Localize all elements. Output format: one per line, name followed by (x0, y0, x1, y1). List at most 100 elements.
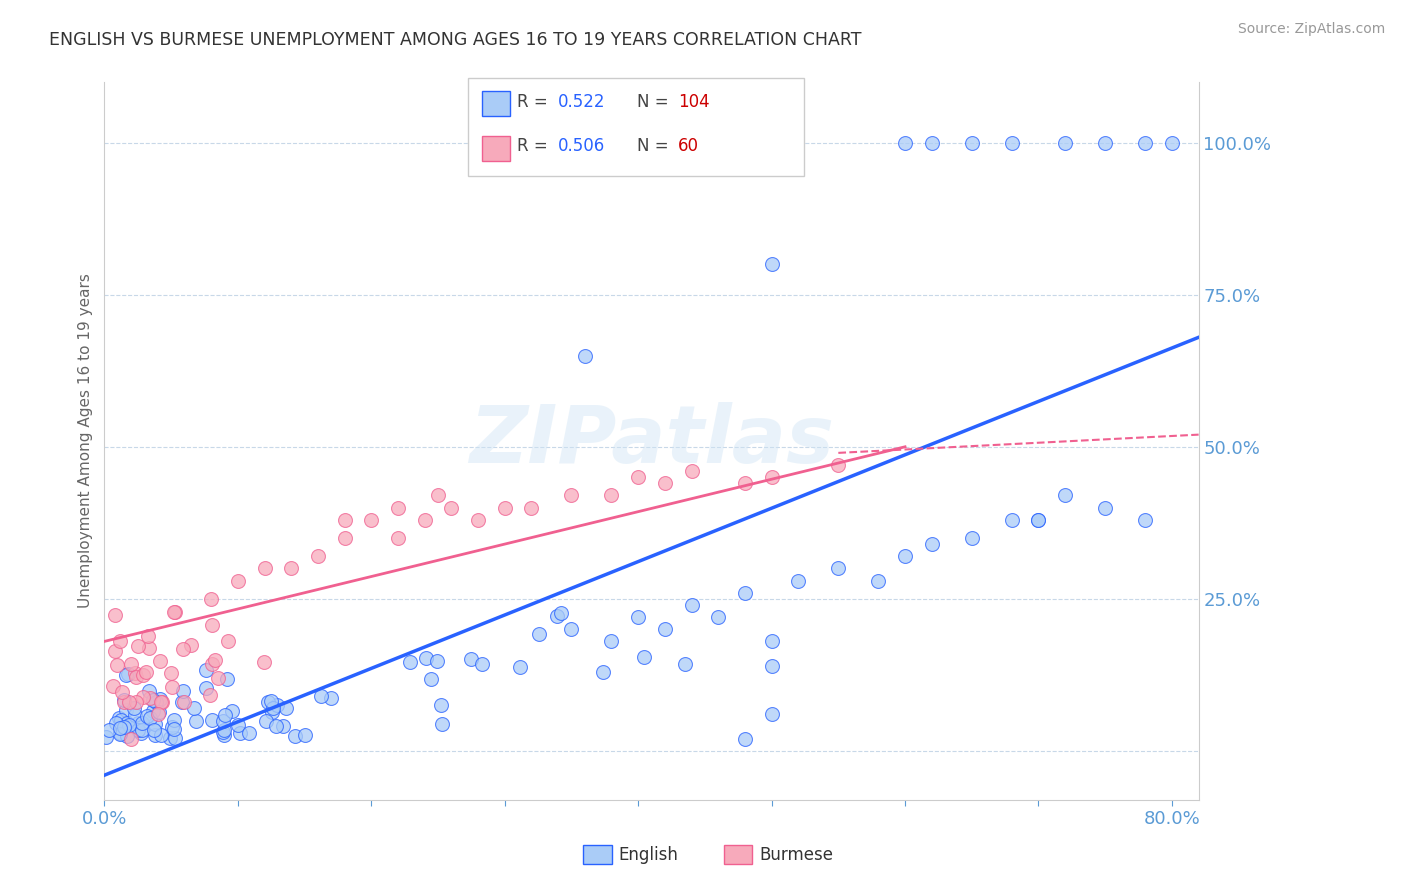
Point (103, 608, 125, 623)
Point (129, 726, 152, 740)
Point (127, 723, 149, 738)
Point (115, 668, 138, 682)
Point (654, 622, 676, 636)
Point (399, 655, 422, 669)
Point (198, 688, 221, 702)
Point (471, 657, 494, 672)
Point (122, 701, 145, 715)
Point (1094, 500, 1116, 515)
Point (494, 500, 516, 515)
Point (142, 723, 165, 737)
Point (827, 458, 849, 472)
Point (125, 695, 148, 709)
Text: 0.522: 0.522 (558, 93, 606, 111)
Point (1094, 136, 1116, 150)
Point (761, 634, 783, 648)
Point (103, 679, 125, 693)
Point (108, 727, 131, 741)
Point (1054, 488, 1077, 502)
Point (1028, 513, 1050, 527)
Point (633, 649, 655, 664)
Point (104, 643, 127, 657)
Point (112, 693, 135, 707)
Point (627, 470, 650, 484)
Point (115, 716, 138, 731)
Point (217, 634, 239, 648)
Point (136, 708, 159, 723)
Point (170, 695, 193, 709)
Point (204, 653, 226, 667)
Point (124, 708, 146, 723)
Point (868, 574, 890, 588)
Point (132, 690, 155, 705)
Point (509, 660, 531, 674)
Point (228, 725, 250, 739)
Point (125, 670, 148, 684)
Point (273, 719, 295, 733)
Point (333, 531, 356, 545)
Point (574, 349, 596, 363)
Point (560, 622, 582, 636)
Point (105, 657, 128, 672)
Point (262, 705, 284, 719)
Point (280, 561, 302, 575)
Point (118, 718, 141, 732)
Point (139, 691, 162, 706)
Point (1135, 136, 1157, 150)
Point (194, 681, 217, 695)
Point (107, 711, 129, 725)
Point (253, 561, 276, 575)
Y-axis label: Unemployment Among Ages 16 to 19 years: Unemployment Among Ages 16 to 19 years (79, 273, 93, 608)
Point (162, 713, 184, 727)
Point (228, 718, 250, 732)
Point (734, 586, 756, 600)
Point (284, 730, 307, 744)
Point (131, 716, 153, 731)
Point (761, 470, 783, 484)
Point (212, 728, 235, 742)
Point (115, 704, 138, 718)
Point (201, 657, 224, 672)
Point (734, 731, 756, 746)
Point (184, 714, 207, 729)
Point (921, 136, 943, 150)
Point (212, 723, 235, 737)
Point (221, 704, 243, 718)
Point (527, 627, 550, 641)
Point (761, 707, 783, 722)
Text: R =: R = (517, 93, 554, 111)
Point (135, 665, 157, 679)
Point (1028, 513, 1050, 527)
Point (163, 722, 186, 736)
Point (264, 718, 287, 732)
Point (111, 685, 134, 699)
Text: 104: 104 (678, 93, 709, 111)
Point (681, 464, 703, 478)
Point (131, 667, 153, 681)
Point (160, 666, 183, 681)
Point (787, 574, 810, 588)
Point (195, 663, 218, 677)
Text: ENGLISH VS BURMESE UNEMPLOYMENT AMONG AGES 16 TO 19 YEARS CORRELATION CHART: ENGLISH VS BURMESE UNEMPLOYMENT AMONG AG… (49, 31, 862, 49)
Text: English: English (619, 846, 679, 863)
Point (600, 634, 623, 648)
Point (1001, 136, 1024, 150)
Point (415, 651, 437, 665)
Point (238, 726, 260, 740)
Point (163, 731, 186, 746)
Point (1054, 136, 1077, 150)
Point (110, 725, 132, 739)
Point (226, 574, 249, 588)
Point (149, 653, 172, 667)
Point (173, 695, 195, 709)
Point (159, 731, 181, 745)
Point (97, 723, 120, 738)
Text: R =: R = (517, 137, 554, 155)
Point (560, 488, 582, 502)
Point (627, 610, 650, 624)
Point (146, 707, 169, 722)
Point (600, 488, 623, 502)
Point (681, 598, 703, 612)
Point (115, 729, 138, 743)
Point (307, 549, 329, 564)
